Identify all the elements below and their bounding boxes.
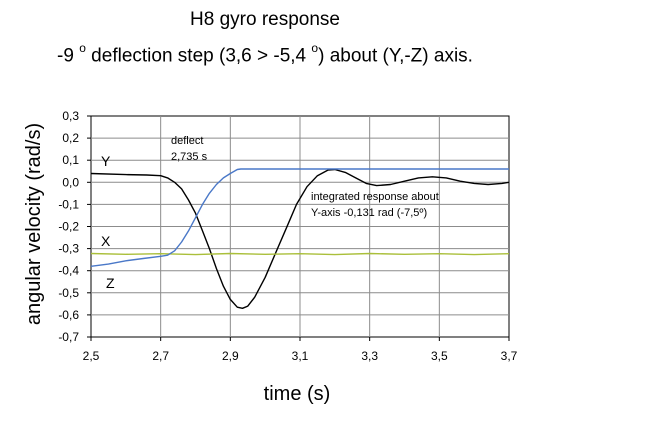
y-tick-label: -0,6 (58, 308, 79, 322)
subtitle-part2: deflection step (3,6 > -5,4 (85, 45, 312, 67)
chart-subtitle: -9 o deflection step (3,6 > -5,4 o) abou… (0, 41, 530, 67)
series-label-y: Y (101, 153, 111, 169)
x-tick-label: 2,5 (83, 349, 100, 363)
y-tick-label: 0,1 (62, 153, 79, 167)
series-line-z (90, 168, 509, 267)
annotation-integrated-line1: integrated response about (311, 191, 439, 203)
y-tick-label: 0,0 (62, 175, 79, 189)
subtitle-degree-1: o (79, 41, 86, 55)
y-tick-label: -0,5 (58, 286, 79, 300)
y-tick-label: 0,2 (62, 131, 79, 145)
y-tick-label: -0,7 (58, 330, 79, 344)
y-tick-label: 0,3 (62, 109, 79, 123)
x-tick-label: 2,7 (152, 349, 169, 363)
x-tick-label: 3,3 (361, 349, 378, 363)
series-label-x: X (101, 233, 111, 249)
x-tick-label: 3,7 (501, 349, 518, 363)
y-axis-label: angular velocity (rad/s) (23, 123, 45, 325)
series-label-z: Z (106, 275, 115, 291)
annotation-deflect-line2: 2,735 s (171, 151, 208, 163)
series-line-x (90, 252, 510, 256)
subtitle-part1: -9 (57, 45, 80, 67)
x-axis-label: time (s) (264, 383, 331, 405)
annotation-integrated-line2: Y-axis -0,131 rad (-7,5º) (311, 207, 427, 219)
subtitle-part3: ) about (Y,-Z) axis. (318, 45, 473, 67)
series-line-y (90, 168, 510, 309)
y-tick-label: -0,3 (58, 242, 79, 256)
subtitle-degree-2: o (311, 41, 319, 55)
y-tick-label: -0,1 (58, 197, 79, 211)
axis-ticks: 2,5 2,7 2,9 3,1 3,3 3,5 3,7 0,3 0,2 0,1 0,0 -0,1 -0,… (58, 109, 517, 363)
y-tick-label: -0,4 (58, 264, 79, 278)
x-tick-label: 3,1 (292, 349, 309, 363)
annotation-deflect-line1: deflect (171, 135, 203, 147)
x-tick-label: 3,5 (431, 349, 448, 363)
series-lines (90, 168, 510, 309)
y-tick-label: -0,2 (58, 220, 79, 234)
chart-title: H8 gyro response (190, 9, 340, 30)
x-tick-label: 2,9 (222, 349, 239, 363)
